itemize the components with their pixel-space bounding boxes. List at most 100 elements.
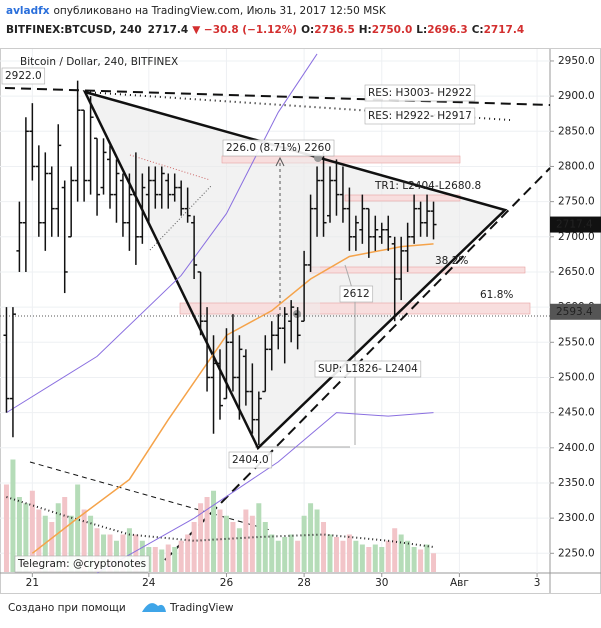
- volume-bar: [301, 515, 307, 572]
- annotation: SUP: L1826- L2404: [318, 363, 418, 375]
- annotation-box: [228, 451, 273, 469]
- volume-bar: [62, 497, 68, 572]
- price-tag: [550, 303, 601, 320]
- ma: [31, 243, 434, 554]
- annotation-box: [364, 107, 476, 125]
- volume-trend: [29, 461, 271, 531]
- band-lower: [96, 412, 434, 574]
- x-tick-label: 3: [534, 577, 541, 589]
- x-tick-label: 24: [142, 577, 156, 589]
- volume-bar: [314, 509, 320, 572]
- annotations: 2250.0 2300.0 2350.0 2400.0 2450.0 2500.0 2550…: [1, 55, 601, 589]
- res-line: [4, 87, 551, 106]
- volume-bar: [107, 534, 113, 572]
- volume-bar: [398, 534, 404, 572]
- annotation: 38.2%: [435, 255, 468, 267]
- annotation: 2404.0: [232, 454, 269, 466]
- volume-bar: [185, 534, 191, 572]
- volume-bar: [321, 522, 327, 572]
- volume-bar: [211, 490, 217, 572]
- volume-bar: [262, 522, 268, 572]
- brand: TradingView: [169, 602, 234, 614]
- annotation-box: [314, 360, 422, 378]
- annotation-box: [339, 285, 374, 303]
- volume-bar: [81, 509, 87, 572]
- volume-bar: [165, 544, 171, 572]
- l-label: L:: [416, 24, 427, 36]
- y-tick-label: 2850.0: [558, 125, 595, 137]
- symbol-line: BITFINEX:BTCUSD, 240 2717.4 ▼ −30.8 (−1.12…: [6, 24, 524, 36]
- annotation-box: [222, 139, 335, 157]
- volume-bar: [424, 544, 430, 572]
- annotation: Telegram: @cryptonotes: [17, 558, 146, 570]
- c: 2717.4: [484, 24, 525, 36]
- change: ▼ −30.8 (−1.12%): [192, 24, 297, 36]
- price-tag-label: 2717.4: [556, 219, 593, 231]
- y-tick-label: 2700.0: [558, 231, 595, 243]
- price-tag-label: 2593.4: [556, 306, 593, 318]
- y-tick-label: 2550.0: [558, 336, 595, 348]
- x-tick-label: 28: [297, 577, 310, 589]
- volume-bar: [49, 522, 55, 572]
- small-wedge: [129, 154, 211, 181]
- h: 2750.0: [372, 24, 413, 36]
- volume-bar: [3, 484, 9, 572]
- y-tick-label: 2500.0: [558, 371, 595, 383]
- annotation: TR1: L2404-L2680.8: [374, 180, 481, 192]
- annotation-box: [1, 67, 46, 85]
- volume-bar: [36, 509, 42, 572]
- x-tick-label: 30: [375, 577, 388, 589]
- y-tick-label: 2400.0: [558, 442, 595, 454]
- volume-bar: [366, 547, 372, 572]
- volume-bar: [75, 484, 81, 572]
- x-tick-label: Авг: [450, 577, 469, 589]
- volume-bar: [88, 515, 94, 572]
- volume-bar: [275, 540, 281, 572]
- volume-bar: [101, 534, 107, 572]
- volume-bar: [10, 459, 16, 572]
- annotation: RES: H3003- H2922: [368, 87, 472, 99]
- volume-bar: [29, 490, 35, 572]
- volume-bar: [288, 534, 294, 572]
- volume-bar: [353, 540, 359, 572]
- y-tick-label: 2250.0: [558, 547, 595, 559]
- annotation: RES: H2922- H2917: [368, 110, 472, 122]
- made-with: Создано при помощи: [8, 602, 126, 614]
- y-tick-label: 2950.0: [558, 55, 595, 67]
- volume-bar: [68, 515, 74, 572]
- logo: [142, 603, 166, 612]
- volume-bar: [23, 503, 29, 572]
- annotation: 2922.0: [5, 70, 42, 82]
- volume-bar: [178, 540, 184, 572]
- volume-bar: [405, 540, 411, 572]
- zone: [221, 155, 461, 164]
- volume-bar: [359, 544, 365, 572]
- o: 2736.5: [314, 24, 355, 36]
- volume-bar: [243, 509, 249, 572]
- volume-bar: [217, 509, 223, 572]
- volume-bar: [372, 544, 378, 572]
- volume-bar: [308, 503, 314, 572]
- y-tick-label: 2650.0: [558, 266, 595, 278]
- volume-bar: [392, 528, 398, 572]
- volume-bar: [256, 503, 262, 572]
- volume-bar: [126, 528, 132, 572]
- y-tick-label: 2800.0: [558, 160, 595, 172]
- measure-area: [280, 158, 320, 316]
- volume-bar: [346, 534, 352, 572]
- annotation: 226.0 (8.71%) 2260: [226, 142, 331, 154]
- price-tag: [550, 216, 601, 233]
- volume-bar: [327, 534, 333, 572]
- y-tick-label: 2750.0: [558, 196, 595, 208]
- volume-bar: [230, 522, 236, 572]
- volume-bar: [152, 547, 158, 572]
- h-label: H:: [359, 24, 372, 36]
- y-tick-label: 2450.0: [558, 407, 595, 419]
- series-layer: [3, 53, 437, 574]
- volume-bar: [295, 540, 301, 572]
- volume-bar: [16, 497, 22, 572]
- volume-bar: [120, 534, 126, 572]
